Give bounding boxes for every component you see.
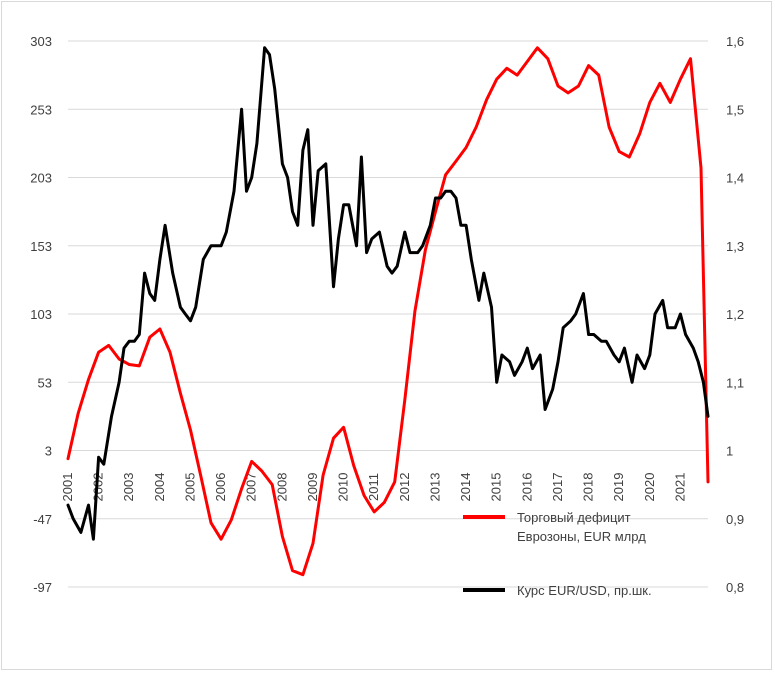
series-lines	[66, 46, 710, 577]
x-tick-label: 2016	[519, 473, 534, 502]
x-axis-ticks: 2001 2002 2003 2004 2005 2006 2007 2008 2009 2010…	[60, 473, 687, 502]
legend-label: Курс EUR/USD, пр.шк.	[517, 583, 652, 598]
x-tick-label: 2003	[121, 473, 136, 502]
right-tick-label: 1	[726, 444, 733, 459]
x-tick-label: 2013	[427, 473, 442, 502]
right-tick-label: 1,5	[726, 102, 744, 117]
legend-label: Еврозоны, EUR млрд	[517, 529, 646, 544]
right-tick-label: 1,6	[726, 34, 744, 49]
x-tick-label: 2020	[642, 473, 657, 502]
x-tick-label: 2017	[550, 473, 565, 502]
x-tick-label: 2010	[336, 473, 351, 502]
x-tick-label: 2015	[489, 473, 504, 502]
x-tick-label: 2006	[213, 473, 228, 502]
x-tick-label: 2005	[182, 473, 197, 502]
left-tick-label: 103	[30, 307, 52, 322]
right-tick-label: 1,3	[726, 239, 744, 254]
x-tick-label: 2011	[366, 473, 381, 501]
x-tick-label: 2007	[244, 473, 259, 502]
right-tick-label: 0,9	[726, 512, 744, 527]
trade-deficit-line	[66, 46, 710, 577]
x-tick-label: 2001	[60, 473, 75, 502]
left-axis-ticks: 303 253 203 153 103 53 3 -47 -97	[30, 34, 52, 595]
left-tick-label: 203	[30, 171, 52, 186]
x-tick-label: 2019	[611, 473, 626, 502]
x-tick-label: 2018	[581, 473, 596, 502]
x-tick-label: 2009	[305, 473, 320, 502]
right-tick-label: 1,1	[726, 375, 744, 390]
eurusd-rate-line	[66, 46, 710, 541]
legend-label: Торговый дефицит	[517, 510, 631, 525]
legend: Торговый дефицит Еврозоны, EUR млрд Курс E…	[463, 510, 652, 598]
x-tick-label: 2021	[672, 473, 687, 502]
left-tick-label: 53	[38, 375, 52, 390]
left-tick-label: 153	[30, 239, 52, 254]
x-tick-label: 2004	[152, 473, 167, 502]
x-tick-label: 2012	[397, 473, 412, 502]
right-tick-label: 1,2	[726, 307, 744, 322]
left-tick-label: 253	[30, 102, 52, 117]
right-tick-label: 0,8	[726, 580, 744, 595]
left-tick-label: 303	[30, 34, 52, 49]
left-tick-label: 3	[45, 444, 52, 459]
right-axis-ticks: 1,6 1,5 1,4 1,3 1,2 1,1 1 0,9 0,8	[726, 34, 744, 595]
left-tick-label: -47	[33, 512, 52, 527]
left-tick-label: -97	[33, 580, 52, 595]
x-tick-label: 2014	[458, 473, 473, 502]
gridlines	[68, 40, 708, 588]
x-tick-label: 2008	[274, 473, 289, 502]
right-tick-label: 1,4	[726, 171, 744, 186]
